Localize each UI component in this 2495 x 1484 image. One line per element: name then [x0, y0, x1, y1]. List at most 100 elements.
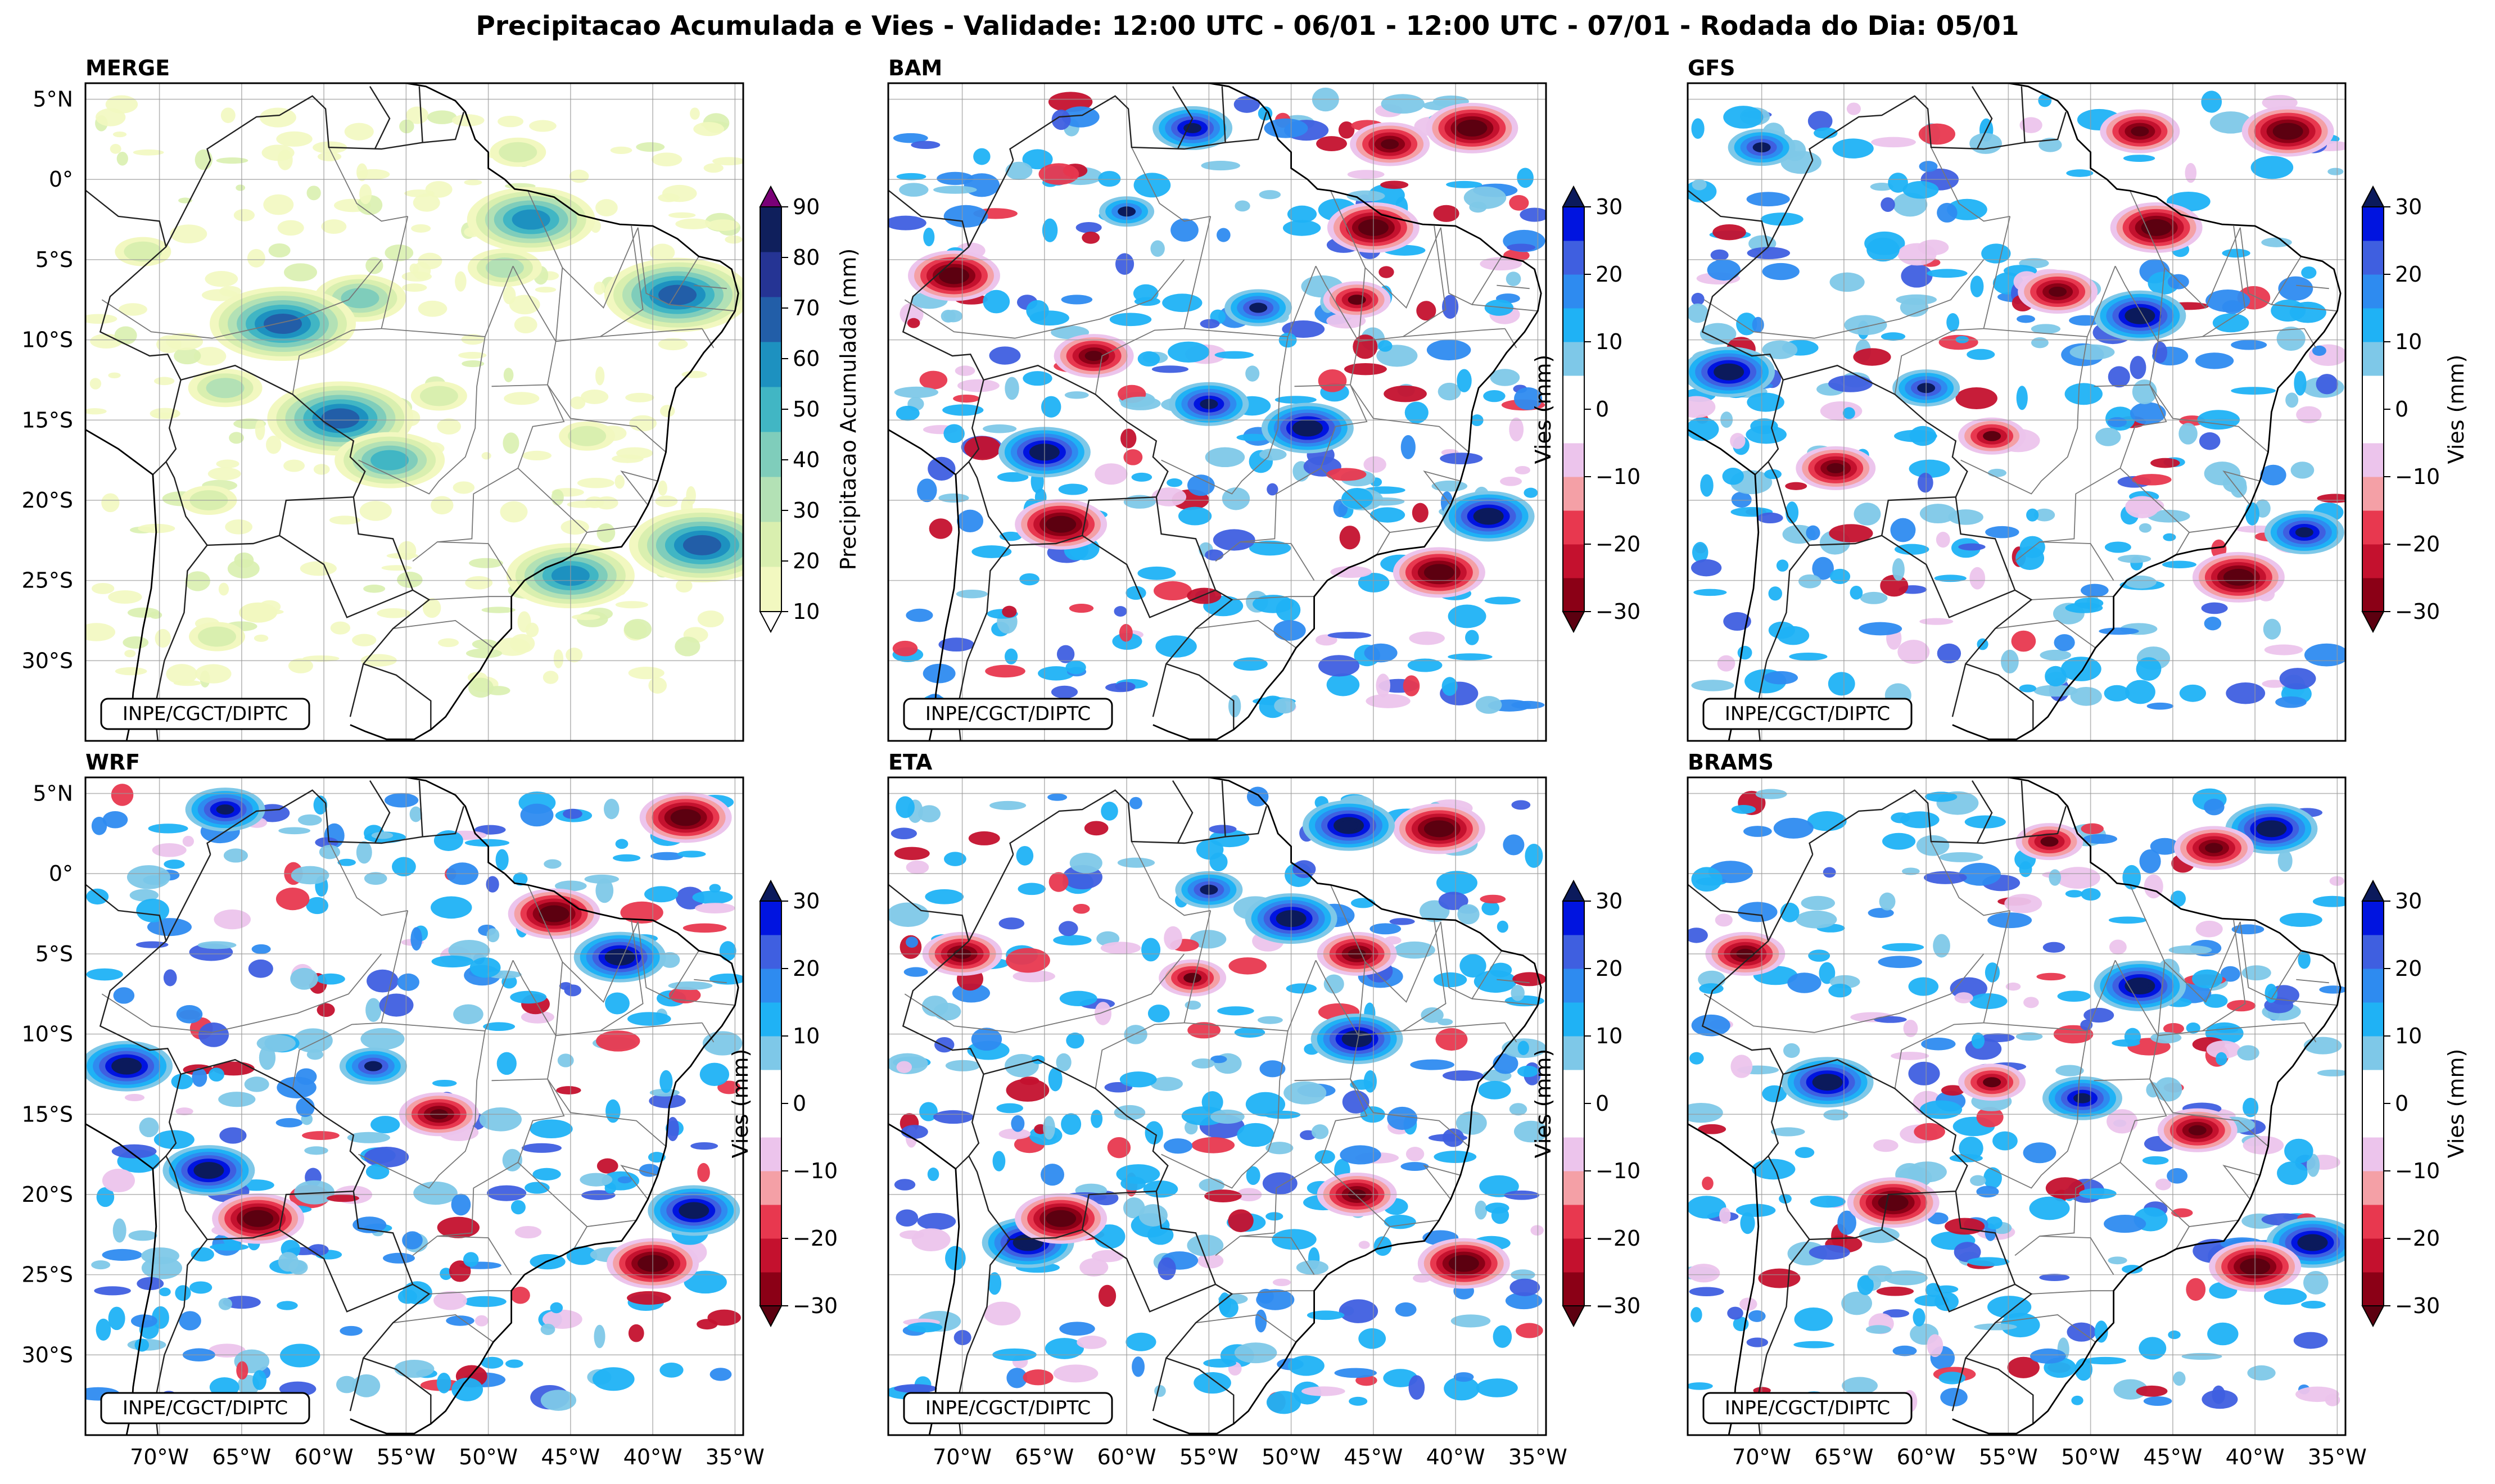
bias-speckle — [956, 589, 988, 599]
bias-speckle — [1311, 1124, 1329, 1139]
bias-speckle — [1213, 529, 1255, 551]
bias-speckle — [1927, 269, 1968, 278]
precip-speckle — [455, 271, 467, 292]
precip-speckle — [352, 634, 377, 646]
bias-core — [249, 1213, 268, 1224]
bias-speckle — [1854, 503, 1881, 526]
state-border — [562, 227, 639, 309]
bias-speckle — [917, 478, 937, 503]
bias-speckle — [306, 897, 329, 915]
bias-speckle — [1702, 1177, 1714, 1191]
bias-speckle — [1259, 1060, 1286, 1078]
bias-speckle — [1006, 1368, 1028, 1388]
bias-speckle — [1884, 1270, 1928, 1286]
bias-speckle — [364, 872, 387, 885]
state-border — [292, 1022, 382, 1089]
bias-speckle — [1933, 934, 1950, 958]
precip-speckle — [427, 110, 457, 124]
coastline-east — [1152, 83, 1542, 740]
bias-speckle — [1091, 1110, 1103, 1128]
bias-speckle — [1796, 910, 1837, 929]
colorbar-segment — [2362, 375, 2384, 410]
bias-core — [2131, 310, 2149, 321]
precip-speckle — [525, 622, 539, 637]
bias-speckle — [1200, 319, 1220, 329]
bias-speckle — [495, 849, 509, 871]
colorbar-segment — [760, 1103, 781, 1138]
bias-speckle — [1773, 817, 1814, 839]
precip-speckle — [494, 637, 530, 656]
bias-speckle — [2231, 387, 2276, 395]
bias-speckle — [2325, 1393, 2340, 1406]
precip-speckle — [437, 638, 459, 648]
bias-speckle — [1946, 313, 1960, 332]
bias-speckle — [2065, 890, 2083, 898]
bias-speckle — [218, 1297, 232, 1310]
bias-speckle — [2275, 696, 2307, 708]
bias-speckle — [2015, 546, 2045, 571]
state-border — [1995, 620, 2096, 649]
precip-speckle — [571, 614, 600, 621]
lat-tick-label: 10°S — [22, 1022, 73, 1047]
state-border — [1095, 328, 1185, 395]
colorbar-segment — [1563, 1238, 1584, 1273]
bias-speckle — [469, 957, 501, 978]
geography — [1688, 83, 2342, 741]
bias-speckle — [1314, 1150, 1335, 1164]
bias-speckle — [2139, 1337, 2167, 1360]
bias-speckle — [1426, 340, 1471, 361]
bias-speckle — [907, 1322, 943, 1333]
bias-speckle — [677, 850, 706, 858]
colorbar-tick-label: −20 — [1595, 1226, 1640, 1251]
lon-tick-label: 65°W — [1814, 1445, 1873, 1469]
state-border — [1423, 1165, 1461, 1200]
bias-speckle — [2279, 668, 2316, 690]
bias-speckle — [998, 1128, 1031, 1140]
bias-speckle — [668, 981, 713, 990]
lon-tick-label: 55°W — [1979, 1445, 2038, 1469]
precip-speckle — [101, 493, 120, 513]
bias-speckle — [218, 1092, 256, 1107]
bias-speckle — [1868, 1265, 1893, 1283]
geography — [888, 83, 1542, 741]
bias-speckle — [1715, 913, 1733, 927]
bias-speckle — [327, 1194, 359, 1202]
precip-speckle — [413, 262, 431, 280]
colorbar-segment — [760, 1205, 781, 1239]
bias-speckle — [1053, 1364, 1099, 1383]
state-border — [1931, 841, 2010, 916]
precip-speckle — [195, 664, 232, 684]
bias-speckle — [2230, 478, 2247, 498]
precip-contour — [264, 314, 302, 334]
bias-speckle — [896, 405, 920, 421]
state-border — [1894, 328, 1984, 395]
bias-speckle — [1689, 1287, 1724, 1296]
bias-speckle — [2104, 685, 2130, 702]
bias-speckle — [896, 796, 915, 818]
bias-speckle — [1364, 643, 1398, 663]
bias-speckle — [1058, 483, 1088, 495]
precip-speckle — [359, 501, 392, 521]
precip-feature — [410, 381, 467, 411]
coastline-east — [350, 83, 739, 740]
lat-tick-label: 30°S — [22, 648, 73, 673]
gridlines — [888, 777, 1546, 1435]
bias-speckle — [176, 1005, 203, 1024]
bias-feature — [908, 250, 1000, 301]
bias-speckle — [2206, 1040, 2241, 1059]
country-border — [1221, 780, 1226, 837]
state-border — [1215, 384, 1368, 562]
bias-speckle — [2130, 402, 2166, 425]
state-border — [2164, 921, 2241, 1003]
bias-speckle — [1448, 653, 1493, 660]
country-border — [1701, 160, 1814, 476]
bias-speckle — [360, 1028, 405, 1050]
country-border — [363, 663, 432, 730]
bias-speckle — [198, 1022, 229, 1047]
precip-speckle — [277, 220, 304, 236]
bias-speckle — [1210, 1109, 1245, 1124]
bias-speckle — [2071, 1395, 2083, 1405]
bias-speckle — [483, 1022, 516, 1031]
bias-speckle — [1381, 94, 1425, 114]
